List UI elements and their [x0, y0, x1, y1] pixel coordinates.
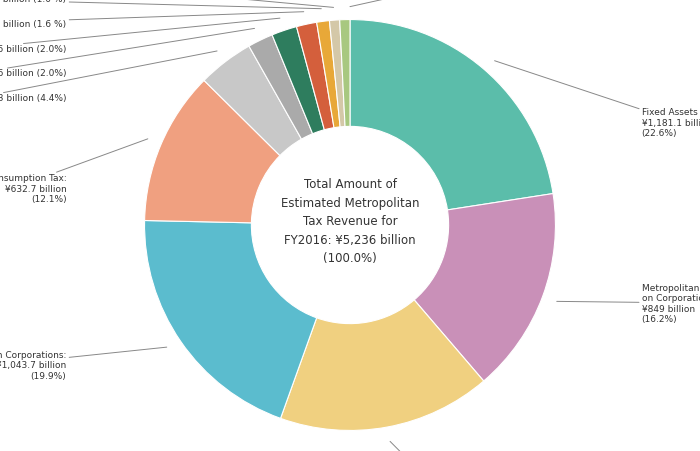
Wedge shape [297, 23, 334, 130]
Text: Fixed Assets Tax:
¥1,181.1 billion
(22.6%): Fixed Assets Tax: ¥1,181.1 billion (22.6… [495, 62, 700, 138]
Text: Establishment Tax: ¥102.6 billion (2.0%): Establishment Tax: ¥102.6 billion (2.0%) [0, 19, 280, 54]
Wedge shape [144, 221, 316, 419]
Wedge shape [272, 28, 324, 134]
Text: City Planning Tax: ¥228.3 billion (4.4%): City Planning Tax: ¥228.3 billion (4.4%) [0, 52, 217, 103]
Text: Total Amount of
Estimated Metropolitan
Tax Revenue for
FY2016: ¥5,236 billion
(1: Total Amount of Estimated Metropolitan T… [281, 178, 419, 265]
Wedge shape [145, 81, 280, 223]
Wedge shape [414, 194, 556, 381]
Wedge shape [330, 21, 345, 128]
Wedge shape [249, 36, 313, 140]
Text: Real Estate Acquisition Tax: ¥81.7 billion (1.6 %): Real Estate Acquisition Tax: ¥81.7 billi… [0, 13, 304, 29]
Text: Business Tax on Individuals: ¥50.3 billion (1.0 %): Business Tax on Individuals: ¥50.3 billi… [0, 0, 321, 9]
Text: Metropolitan Inhabitant Tax on Individuals:
¥878.8 billion
(16.8%): Metropolitan Inhabitant Tax on Individua… [360, 442, 554, 451]
Wedge shape [281, 300, 484, 431]
Text: Gas Oil Delivery Tax: ¥40.8 billion (0.8 %): Gas Oil Delivery Tax: ¥40.8 billion (0.8… [0, 0, 334, 9]
Text: Others: ¥42.6 billion (0.8%): Others: ¥42.6 billion (0.8%) [350, 0, 615, 8]
Text: Motor Vehicle Tax: ¥104.6 billion (2.0%): Motor Vehicle Tax: ¥104.6 billion (2.0%) [0, 29, 255, 78]
Wedge shape [316, 22, 340, 129]
Wedge shape [340, 20, 350, 127]
Text: Metropolitan Inhabitant Tax
on Corporations:
¥849 billion
(16.2%): Metropolitan Inhabitant Tax on Corporati… [556, 283, 700, 323]
Wedge shape [204, 47, 302, 156]
Text: Business Tax on Corporations:
¥1,043.7 billion
(19.9%): Business Tax on Corporations: ¥1,043.7 b… [0, 347, 167, 380]
Text: Local Consumption Tax:
¥632.7 billion
(12.1%): Local Consumption Tax: ¥632.7 billion (1… [0, 139, 148, 203]
Wedge shape [350, 20, 553, 211]
